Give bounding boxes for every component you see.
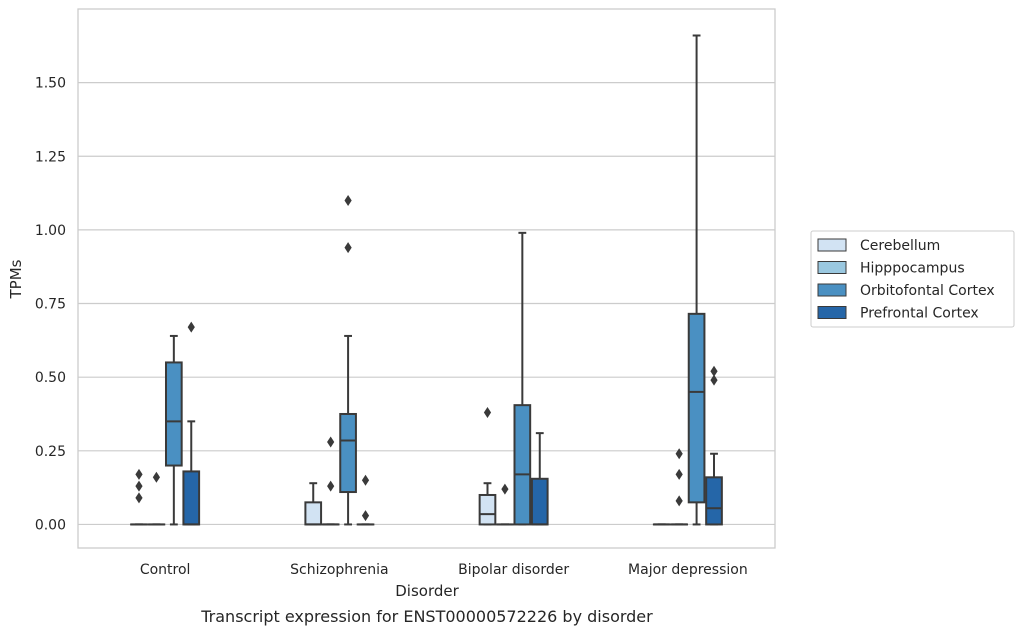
box-body: [530, 477, 549, 526]
outlier-point: [344, 242, 352, 254]
box-body: [513, 404, 532, 526]
plot-frame: [77, 8, 776, 549]
legend-label: Prefrontal Cortex: [860, 306, 979, 322]
legend-frame: [810, 230, 1015, 328]
outlier-point: [675, 495, 683, 507]
outlier-point: [327, 436, 335, 448]
outlier-point: [483, 407, 492, 419]
x-tick-label: Control: [140, 562, 191, 578]
box-2-3: [687, 34, 706, 526]
box-series-layer: [130, 34, 723, 526]
box-0-1: [304, 482, 323, 526]
outlier-point: [135, 492, 143, 504]
y-tick-label: 0.25: [35, 444, 66, 460]
y-tick-label: 0.75: [35, 297, 66, 313]
legend-label: Cerebellum: [860, 238, 940, 254]
legend-label: Hipppocampus: [860, 261, 965, 277]
outlier-point: [361, 474, 370, 486]
outlier-point: [152, 471, 161, 483]
box-body: [705, 476, 723, 526]
outlier-point: [135, 468, 143, 480]
legend-swatch: [817, 238, 847, 252]
outlier-point: [187, 321, 195, 333]
outlier-point: [344, 194, 352, 206]
gridlines: [78, 82, 775, 526]
y-tick-label: 0.00: [35, 517, 66, 533]
x-axis-title: Disorder: [395, 582, 459, 600]
legend: Cerebellum Hipppocampus Orbitofontal Corte…: [810, 230, 1015, 328]
x-tick-labels: Control Schizophrenia Bipolar disorder Majo…: [140, 562, 748, 578]
y-tick-label: 1.00: [35, 223, 66, 239]
box-body: [478, 493, 497, 526]
box-3-2: [530, 432, 549, 526]
outlier-point: [327, 480, 335, 492]
box-0-2: [478, 407, 497, 526]
box-body: [164, 361, 183, 467]
outlier-point: [361, 510, 370, 522]
box-2-2: [513, 231, 532, 526]
outlier-point: [135, 480, 143, 492]
outlier-point: [501, 483, 509, 495]
legend-swatch: [817, 261, 847, 274]
box-body: [339, 412, 357, 494]
chart-caption: Transcript expression for ENST0000057222…: [200, 607, 653, 626]
box-2-0: [164, 334, 183, 526]
y-tick-labels: 0.00 0.25 0.50 0.75 1.00 1.25 1.50: [35, 76, 66, 534]
outlier-point: [675, 448, 683, 460]
box-1-2: [496, 483, 514, 526]
box-3-3: [705, 365, 723, 526]
outlier-point: [675, 468, 683, 480]
box-0-0: [130, 468, 148, 526]
box-2-1: [339, 194, 357, 526]
legend-swatch: [817, 283, 847, 297]
legend-swatch: [817, 306, 847, 319]
y-tick-label: 1.25: [35, 149, 66, 165]
outlier-point: [710, 365, 718, 377]
y-tick-label: 1.50: [35, 76, 66, 92]
x-tick-label: Major depression: [628, 562, 748, 578]
box-3-0: [182, 321, 201, 526]
box-1-1: [321, 436, 340, 526]
y-tick-label: 0.50: [35, 370, 66, 386]
x-tick-label: Bipolar disorder: [458, 562, 569, 578]
box-body: [687, 312, 706, 504]
box-body: [182, 470, 201, 526]
x-tick-label: Schizophrenia: [290, 562, 388, 578]
legend-label: Orbitofontal Cortex: [860, 283, 995, 299]
box-body: [304, 501, 323, 526]
box-3-1: [356, 474, 375, 526]
box-1-3: [670, 448, 689, 526]
y-axis-title: TPMs: [7, 259, 25, 299]
outlier-point: [710, 374, 718, 386]
box-1-0: [147, 471, 166, 526]
